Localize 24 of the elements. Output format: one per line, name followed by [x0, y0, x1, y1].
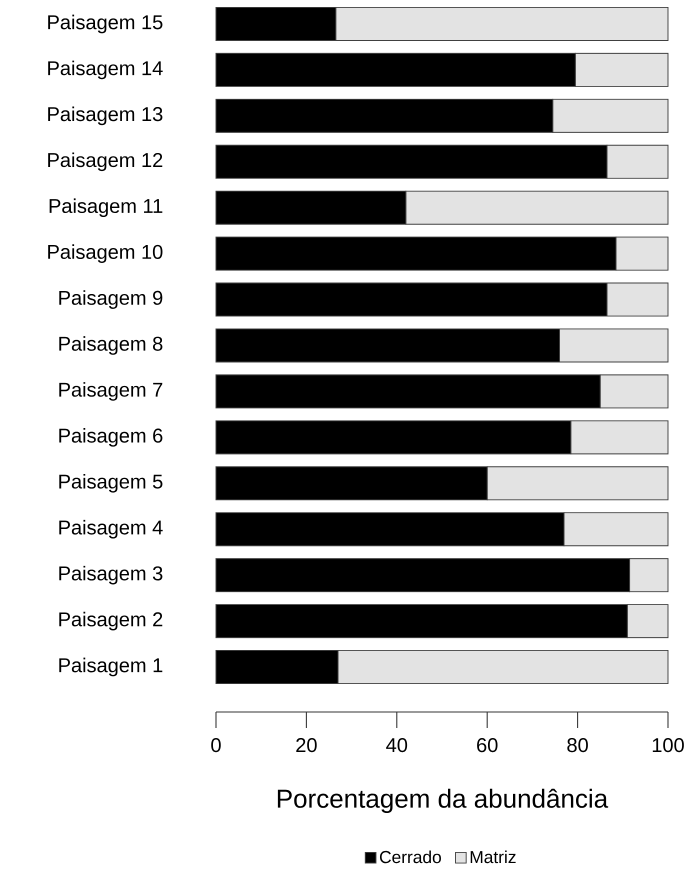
x-tick-label: 20: [296, 738, 317, 752]
y-tick-label: Paisagem 10: [48, 244, 162, 263]
y-tick-label: Paisagem 11: [50, 198, 162, 218]
y-tick-label: Paisagem 4: [59, 520, 163, 539]
y-tick-label: Paisagem 13: [48, 106, 162, 126]
legend-label: Cerrado: [380, 850, 441, 864]
y-tick-label: Paisagem 5: [59, 474, 162, 493]
y-tick-label: Paisagem 7: [59, 382, 162, 401]
x-axis-title: Porcentagem da abundância: [278, 788, 608, 814]
y-tick-label: Paisagem 1: [59, 658, 162, 676]
y-tick-label: Paisagem 15: [48, 14, 162, 34]
y-tick-label: Paisagem 12: [48, 152, 162, 172]
legend-label: Matriz: [470, 850, 516, 864]
y-tick-label: Paisagem 3: [59, 566, 162, 584]
x-tick-label: 40: [386, 738, 408, 752]
x-tick-label: 80: [567, 738, 588, 752]
x-tick-label: 0: [211, 738, 221, 752]
y-tick-label: Paisagem 2: [59, 612, 162, 630]
y-tick-label: Paisagem 14: [48, 60, 163, 80]
x-tick-label: 100: [652, 738, 684, 752]
y-tick-label: Paisagem 6: [59, 428, 162, 447]
x-tick-label: 60: [477, 738, 498, 752]
y-tick-label: Paisagem 9: [59, 290, 162, 309]
y-tick-label: Paisagem 8: [59, 336, 162, 355]
